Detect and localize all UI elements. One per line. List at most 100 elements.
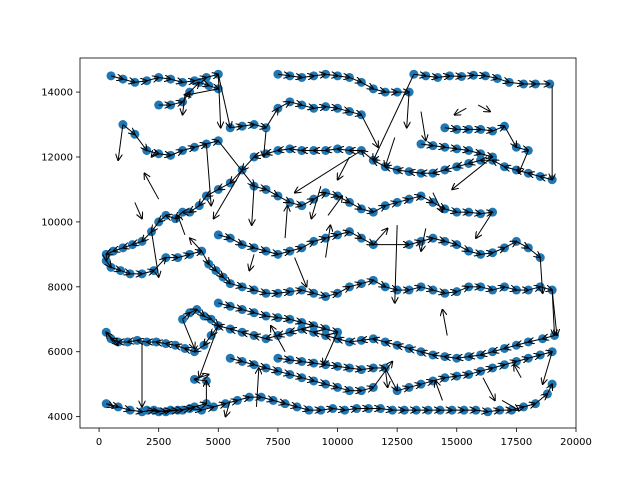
path-arrow [456,149,469,151]
path-arrow [218,326,231,329]
path-arrow [120,271,131,274]
path-arrow [132,241,143,244]
jump-arrow [256,368,258,407]
path-arrow [194,144,206,147]
path-arrow [325,107,338,109]
path-arrow [320,409,333,411]
path-arrow [301,199,314,207]
path-arrow [325,293,338,296]
path-arrow [254,336,267,339]
path-arrow [528,287,540,290]
path-arrow [361,387,373,390]
path-arrow [208,86,219,89]
path-arrow [504,125,516,147]
path-arrow [420,144,433,146]
path-arrow [206,141,218,144]
path-arrow [277,292,290,294]
path-arrow [420,287,433,290]
jump-arrow [325,225,331,258]
jump-arrow [372,361,392,388]
path-arrow [110,267,121,270]
path-arrow [469,160,481,163]
path-arrow [170,79,183,82]
jump-arrow [477,104,490,111]
path-arrow [432,290,445,293]
path-arrow [527,247,540,258]
path-arrow [325,384,338,387]
path-arrow [325,193,338,196]
path-arrow [194,404,206,407]
path-arrow [408,196,421,199]
path-arrow [166,344,176,346]
path-arrow [421,352,434,355]
path-arrow [290,149,302,151]
path-arrow [242,332,255,335]
jump-arrow [144,173,160,200]
path-arrow [314,332,326,335]
path-arrow [397,345,410,348]
path-arrow [194,77,206,80]
path-arrow [194,379,207,381]
path-arrow [326,336,338,339]
jump-arrow [311,186,322,218]
path-arrow [206,74,218,77]
path-arrow [277,195,290,202]
x-tick-label: 7500 [265,437,290,448]
path-arrow [433,355,445,357]
path-arrow [528,173,541,176]
path-arrow [301,290,314,293]
path-arrow [437,76,450,78]
path-arrow [516,147,528,150]
path-arrow [444,147,457,149]
path-arrow [547,384,552,395]
jump-arrow [514,365,522,378]
path-arrow [361,151,374,161]
path-arrow [344,409,357,411]
path-arrow [480,129,493,131]
jump-arrow [225,400,231,416]
jump-arrow [194,374,208,379]
path-arrow [456,287,469,292]
path-arrow [456,244,469,251]
path-arrow [475,410,488,412]
path-arrow [170,102,183,105]
path-arrow [142,231,152,242]
path-arrow [313,381,326,384]
path-arrow [432,238,445,241]
jump-arrow [519,150,529,174]
jump-arrow [199,325,219,378]
path-arrow [487,410,500,412]
path-arrow [528,355,540,358]
path-arrow [203,316,211,319]
path-arrow [218,303,230,306]
path-arrow [445,357,457,359]
path-arrow [409,348,422,351]
jump-arrow [452,156,493,189]
jump-arrow [540,257,542,294]
path-arrow [146,410,159,412]
path-arrow [208,263,216,270]
path-arrow [385,202,397,205]
path-arrow [480,212,493,214]
path-arrow [230,284,242,287]
path-arrow [156,342,166,344]
jump-arrow [285,206,287,239]
path-arrow [349,368,361,370]
path-arrow [361,81,373,88]
path-arrow [425,76,438,78]
jump-arrow [323,332,338,364]
path-arrow [332,409,345,411]
path-arrow [349,112,361,115]
jump-arrow [435,381,443,401]
jump-arrow [385,137,396,167]
jump-arrow [420,111,426,141]
path-arrow [325,329,338,332]
jump-arrow [118,124,124,161]
path-arrow [397,387,409,390]
path-arrow [349,340,362,342]
path-arrow [361,209,373,212]
x-tick-label: 2500 [146,437,171,448]
path-arrow [444,241,457,244]
x-tick-label: 10000 [322,437,354,448]
path-arrow [134,81,147,83]
